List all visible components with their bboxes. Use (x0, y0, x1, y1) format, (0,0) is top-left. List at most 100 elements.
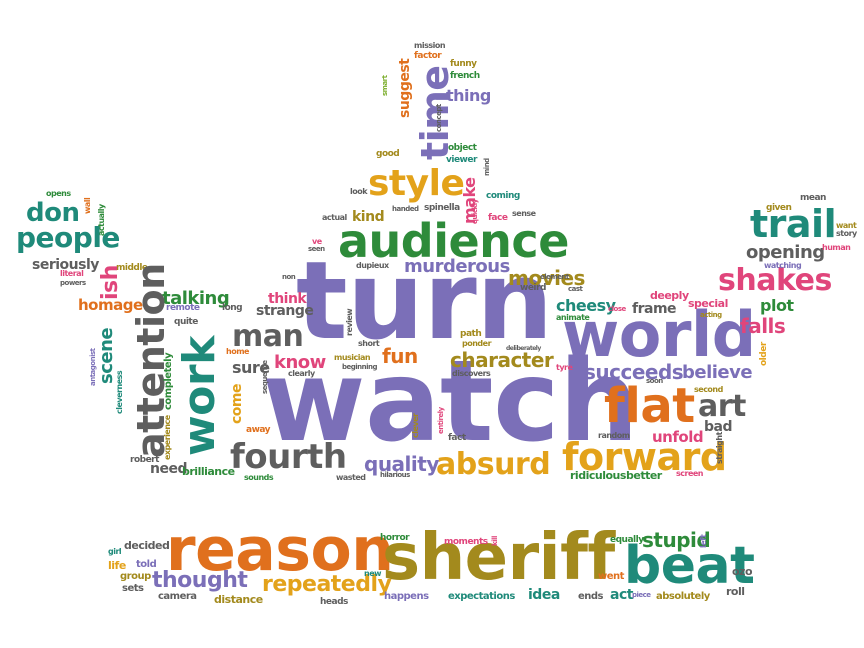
word-talking: talking (162, 288, 230, 309)
word-thought: thought (152, 568, 248, 593)
word-wasted: wasted (336, 473, 366, 482)
word-spinella: spinella (424, 203, 460, 213)
word-actual: actual (322, 213, 347, 222)
word-smart: smart (381, 75, 389, 96)
word-expectations: expectations (448, 591, 515, 602)
word-idea: idea (528, 587, 560, 603)
word-ish: ish (98, 265, 123, 300)
word-actually: actually (97, 204, 106, 236)
word-unfold: unfold (652, 428, 704, 446)
word-weird: weird (520, 283, 546, 293)
word-brilliance: brilliance (182, 465, 235, 478)
word-kind: kind (352, 209, 385, 225)
word-bad: bad (704, 419, 733, 435)
word-ponder: ponder (462, 339, 492, 348)
word-french: french (450, 71, 480, 81)
word-close: close (608, 305, 626, 313)
word-piece: piece (632, 591, 651, 599)
word-watch: watch (262, 337, 639, 467)
word-act: act (610, 587, 633, 603)
word-cleverness: cleverness (115, 370, 124, 414)
word-viewer: viewer (446, 155, 477, 165)
word-sets: sets (122, 583, 144, 594)
word-scene: scene (96, 327, 117, 384)
word-special: special (688, 297, 728, 310)
word-look: look (350, 187, 368, 196)
word-group: group (120, 571, 151, 582)
word-quite: quite (174, 317, 198, 327)
word-dupieux: dupieux (356, 261, 389, 270)
word-concept: concept (435, 104, 443, 132)
word-think: think (268, 291, 307, 307)
word-musician: musician (334, 353, 371, 362)
word-heads: heads (320, 597, 348, 607)
word-beginning: beginning (342, 363, 378, 371)
word-face: face (488, 213, 508, 223)
word-succeeds: succeeds (584, 360, 684, 384)
word-people: people (16, 221, 120, 254)
word-factor: factor (414, 51, 442, 61)
word-funny: funny (450, 59, 477, 69)
word-sequence: sequence (261, 360, 269, 394)
word-went: went (598, 571, 624, 582)
word-thing: thing (446, 86, 491, 105)
word-review: review (345, 308, 354, 336)
word-turn: turn (296, 239, 553, 364)
word-deeply: deeply (650, 289, 689, 302)
word-told: told (136, 559, 157, 570)
word-repeatedly: repeatedly (262, 572, 392, 597)
word-believe: believe (682, 362, 753, 383)
word-clever: clever (411, 413, 420, 439)
word-camera: camera (158, 591, 197, 602)
word-handed: handed (392, 205, 419, 213)
word-straight: straight (715, 432, 724, 464)
word-happens: happens (384, 591, 429, 602)
word-second: second (694, 385, 723, 394)
word-equally: equally (610, 535, 644, 545)
word-style: style (368, 163, 465, 204)
word-fourth: fourth (230, 437, 347, 477)
word-coming: coming (486, 191, 520, 201)
word-fun: fun (382, 344, 418, 368)
word-given: given (766, 203, 792, 213)
word-ve: ve (312, 237, 322, 246)
word-suggest: suggest (397, 58, 413, 118)
word-murderous: murderous (404, 256, 510, 277)
word-wall: wall (83, 197, 92, 214)
word-random: random (598, 431, 630, 440)
word-girl: girl (108, 547, 122, 556)
word-cast: cast (568, 285, 583, 293)
word-robert: robert (130, 455, 159, 465)
word-deliberately: deliberately (506, 345, 541, 352)
word-character: character (450, 348, 554, 372)
word-quickly: quickly (471, 199, 479, 224)
word-tyre: tyre (556, 363, 573, 372)
word-element: element (540, 273, 569, 281)
word-left: left (699, 534, 708, 548)
word-beat: beat (624, 536, 755, 596)
word-homage: homage (78, 296, 143, 314)
word-ozo: ozo (732, 565, 753, 578)
word-new: new (364, 569, 382, 578)
word-mean: mean (800, 193, 826, 203)
word-sense: sense (512, 209, 536, 218)
word-kill: kill (491, 536, 499, 546)
word-quality: quality (364, 452, 439, 476)
word-powers: powers (60, 279, 86, 287)
word-animate: animate (556, 313, 590, 322)
word-entirely: entirely (437, 407, 445, 434)
word-away: away (246, 425, 271, 435)
word-need: need (150, 461, 187, 477)
word-shakes: shakes (718, 263, 832, 298)
word-long: long (222, 303, 243, 313)
word-forward: forward (562, 435, 727, 479)
word-short: short (358, 339, 380, 348)
word-roll: roll (726, 585, 745, 598)
word-object: object (448, 143, 477, 153)
word-flat: flat (604, 378, 695, 434)
word-ridiculous: ridiculous (570, 469, 626, 482)
word-reason: reason (166, 515, 394, 585)
word-know: know (274, 352, 326, 373)
word-horror: horror (380, 533, 410, 543)
